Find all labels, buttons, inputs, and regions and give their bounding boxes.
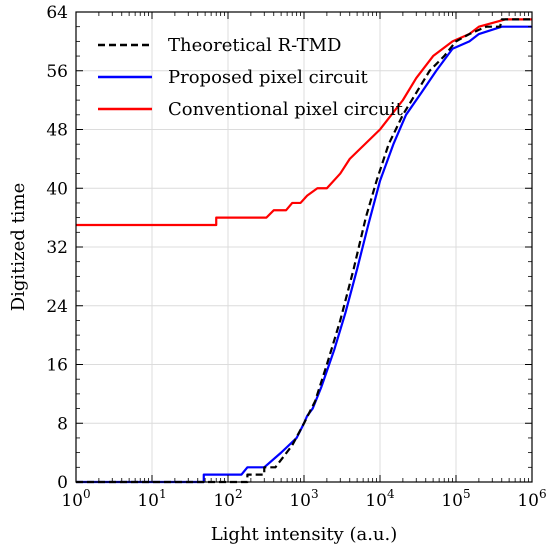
x-tick-label: 106: [517, 487, 546, 511]
x-tick-label: 100: [61, 487, 90, 511]
y-tick-label: 24: [46, 297, 68, 317]
legend-label-1: Proposed pixel circuit: [168, 67, 368, 88]
y-tick-label: 16: [46, 356, 68, 376]
y-tick-label: 56: [46, 62, 68, 82]
legend-label-2: Conventional pixel circuit: [168, 99, 404, 120]
y-tick-label: 32: [46, 238, 68, 258]
y-tick-label: 8: [57, 414, 68, 434]
legend: Theoretical R-TMD Proposed pixel circuit C…: [98, 35, 404, 120]
x-tick-label: 105: [441, 487, 470, 511]
ticks: [75, 11, 533, 483]
series-layer: [76, 18, 532, 484]
x-axis-label: Light intensity (a.u.): [211, 524, 398, 545]
x-tick-label: 101: [137, 487, 166, 511]
y-tick-label: 64: [46, 3, 68, 23]
y-tick-label: 48: [46, 121, 68, 141]
x-tick-label: 103: [289, 487, 318, 511]
y-tick-label: 0: [57, 473, 68, 493]
y-axis-label: Digitized time: [8, 183, 29, 312]
legend-label-0: Theoretical R-TMD: [168, 35, 342, 56]
y-tick-label: 40: [46, 179, 68, 199]
x-tick-label: 102: [213, 487, 242, 511]
x-tick-label: 104: [365, 487, 395, 511]
series-line-0: [76, 18, 532, 484]
tick-labels: 100 101 102 103 104 105 106 0 8 16 24 32 40 48 56 64: [46, 3, 546, 511]
series-line-1: [76, 25, 532, 484]
